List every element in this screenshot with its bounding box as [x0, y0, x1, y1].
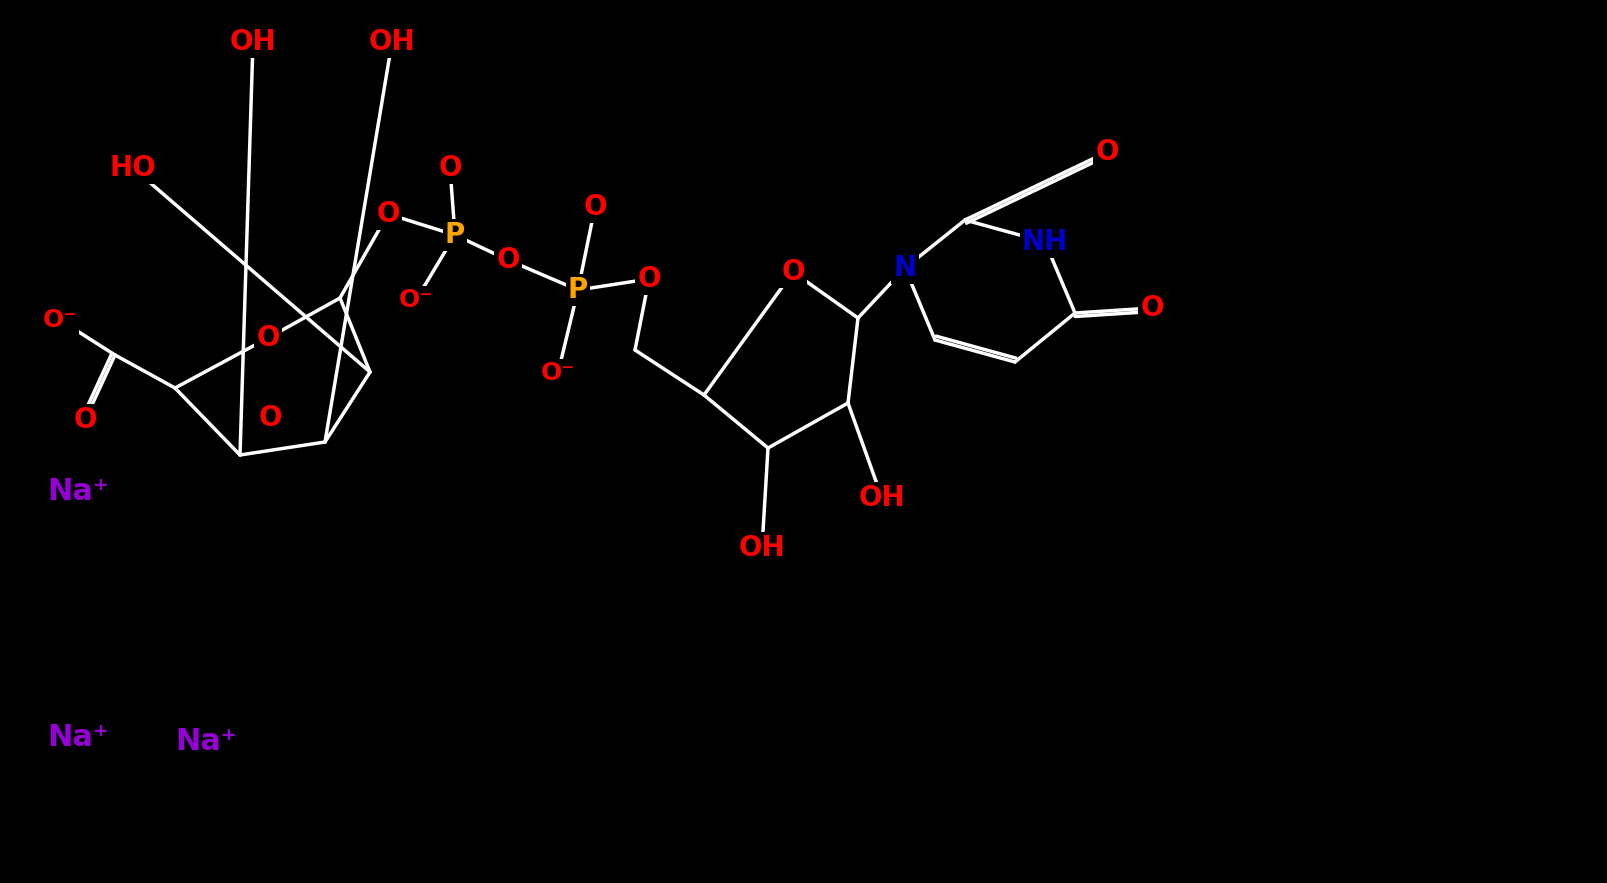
Text: O: O — [376, 200, 400, 228]
Text: O: O — [439, 154, 461, 182]
Text: O: O — [583, 193, 606, 221]
Text: O: O — [256, 324, 280, 352]
Text: Na⁺: Na⁺ — [47, 722, 109, 751]
Text: O⁻: O⁻ — [43, 308, 77, 332]
Text: Na⁺: Na⁺ — [47, 478, 109, 507]
Text: O: O — [74, 406, 96, 434]
Text: OH: OH — [738, 534, 784, 562]
Text: O: O — [497, 246, 519, 274]
Text: HO: HO — [109, 154, 156, 182]
Text: OH: OH — [368, 28, 415, 56]
Text: O: O — [636, 265, 660, 293]
Text: O: O — [781, 258, 804, 286]
Text: Na⁺: Na⁺ — [175, 728, 236, 757]
Text: O: O — [259, 404, 281, 432]
Text: OH: OH — [230, 28, 276, 56]
Text: NH: NH — [1020, 228, 1067, 256]
Text: O⁻: O⁻ — [399, 288, 432, 312]
Text: O⁻: O⁻ — [399, 288, 432, 312]
Text: P: P — [445, 221, 464, 249]
Text: O: O — [1094, 138, 1118, 166]
Text: O⁻: O⁻ — [540, 361, 575, 385]
Text: N: N — [893, 254, 916, 282]
Text: OH: OH — [858, 484, 905, 512]
Text: O: O — [1139, 294, 1163, 322]
Text: P: P — [567, 276, 588, 304]
